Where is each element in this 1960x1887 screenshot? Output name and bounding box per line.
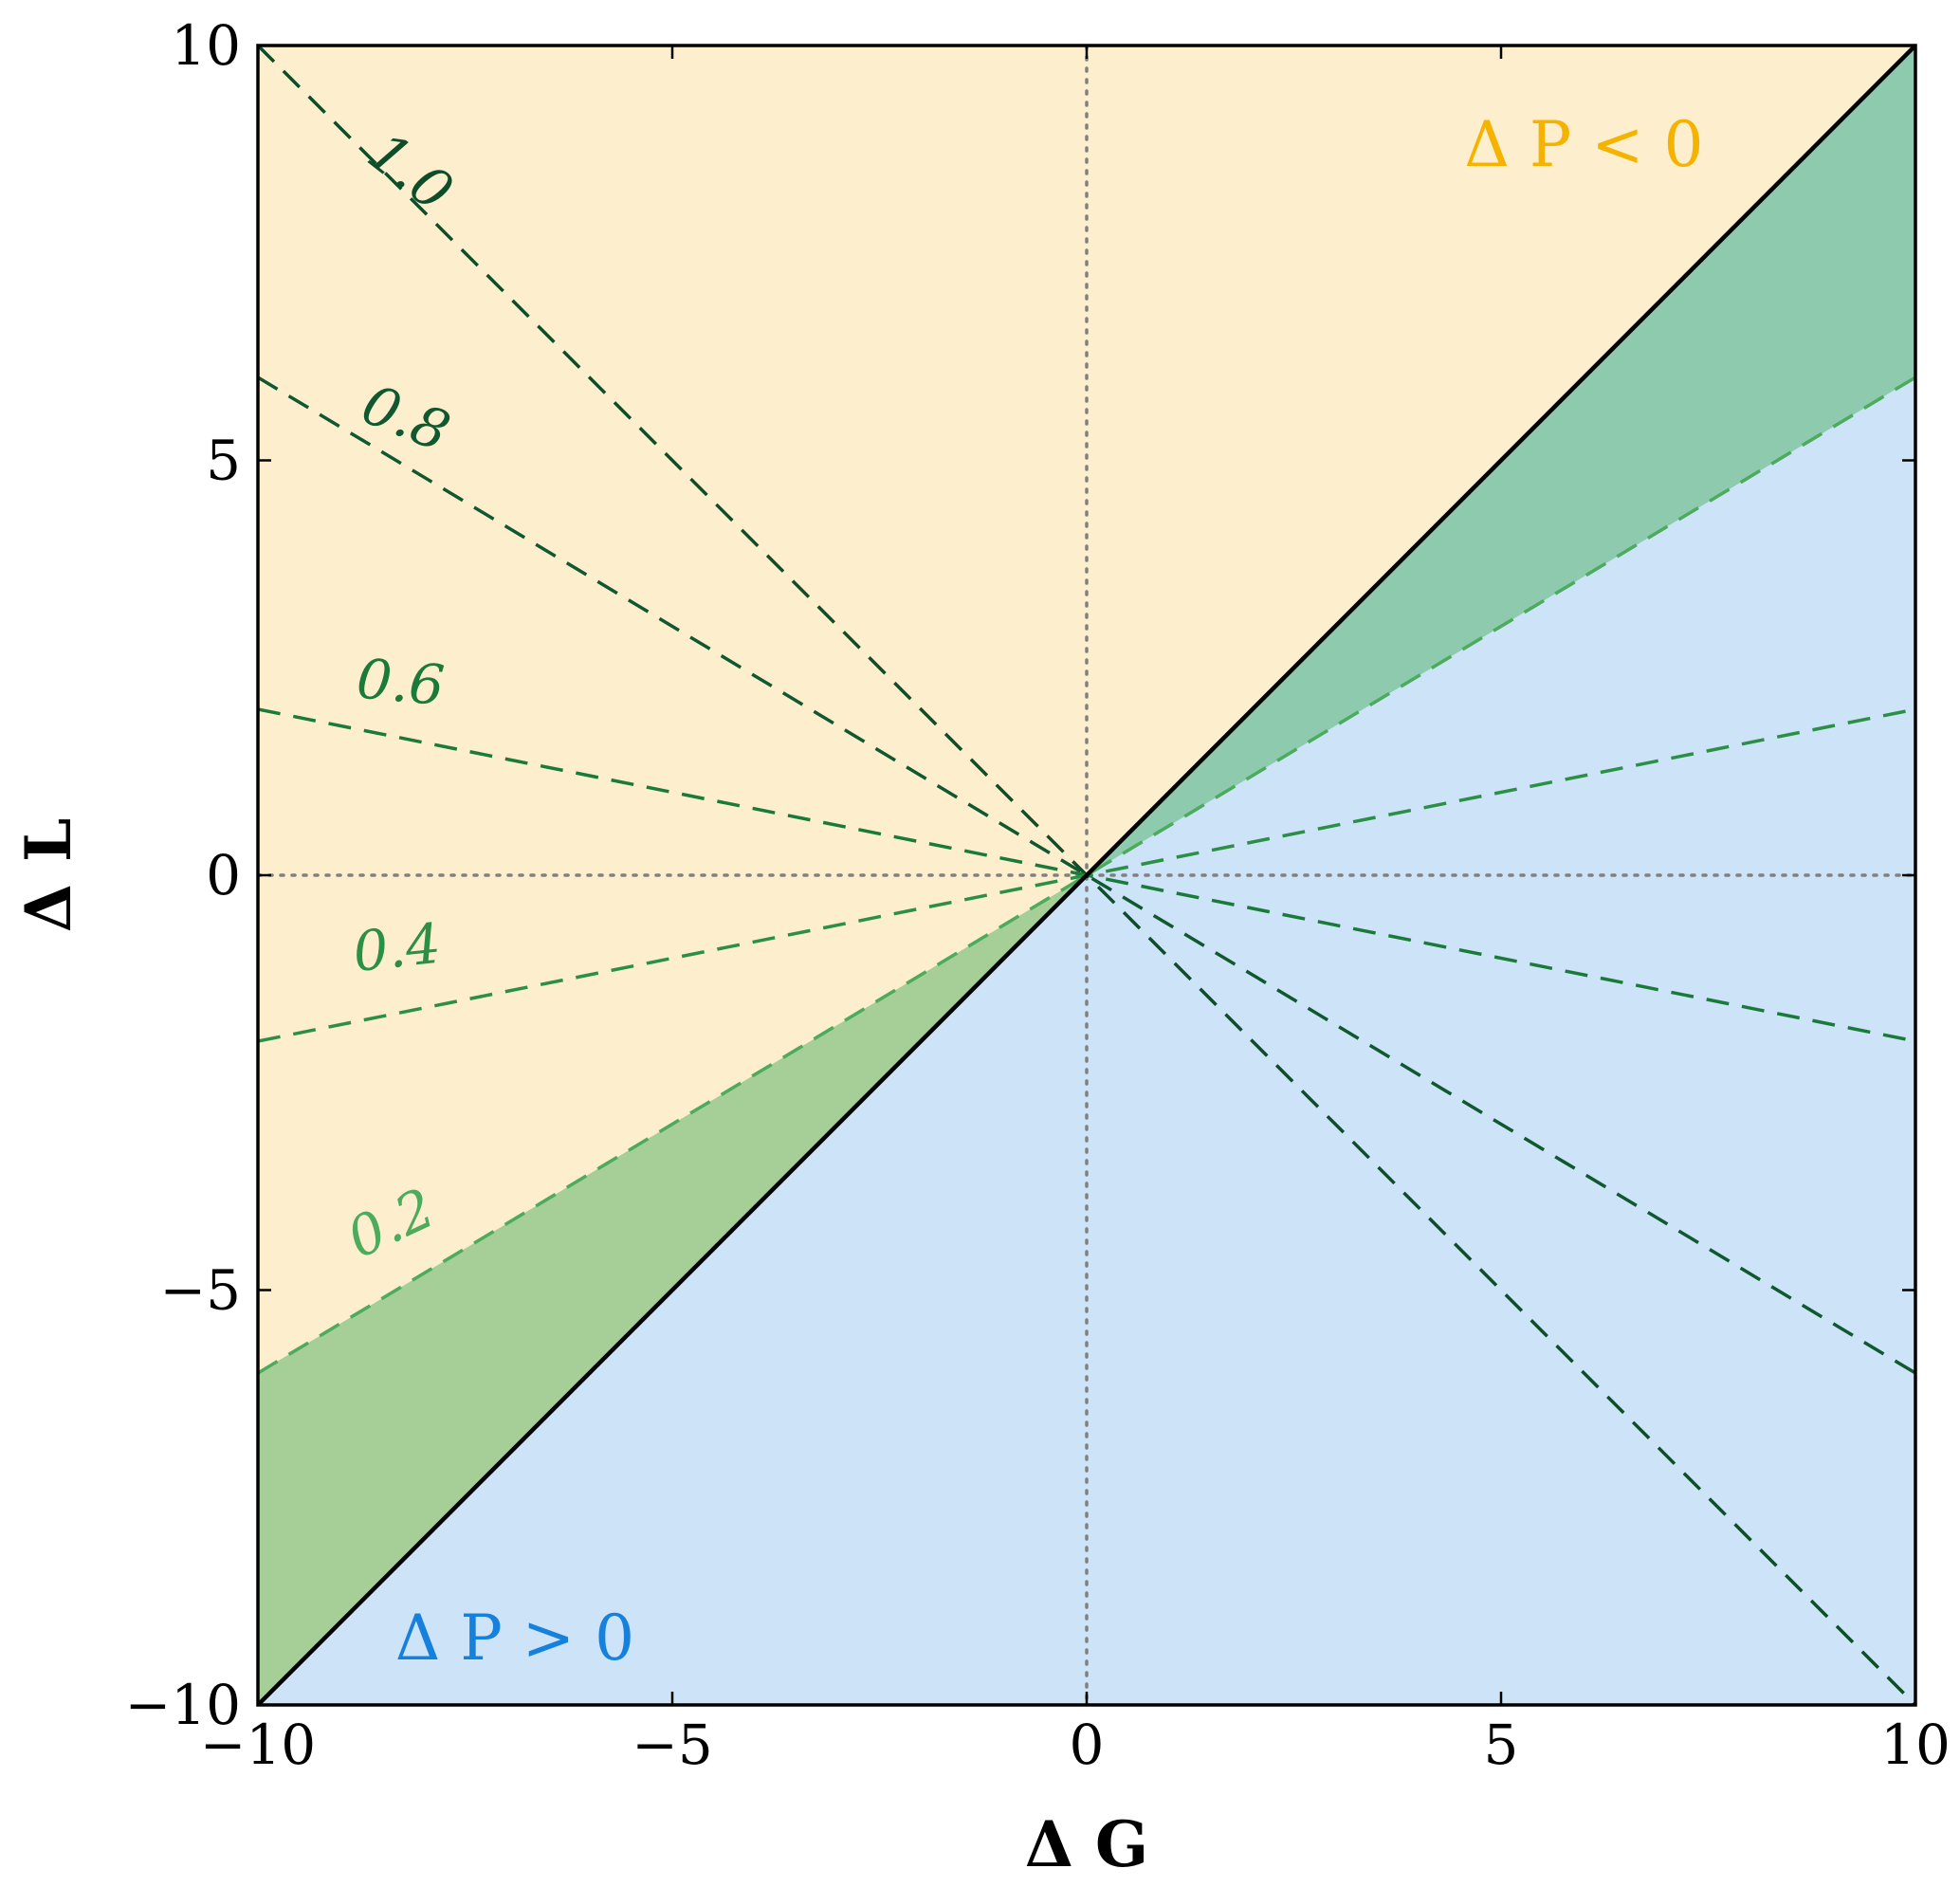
x-axis-label: Δ G — [1025, 1807, 1149, 1881]
y-tick-label: −10 — [125, 1673, 241, 1737]
y-tick-label: −5 — [160, 1258, 242, 1323]
annotation-dp-negative: Δ P < 0 — [1464, 108, 1703, 181]
x-tick-label: 5 — [1484, 1713, 1519, 1777]
y-tick-label: 10 — [171, 13, 241, 78]
boundary-line — [258, 46, 1915, 1705]
x-tick-label: 10 — [1880, 1713, 1951, 1777]
y-tick-label: 5 — [206, 429, 241, 493]
x-tick-label: 0 — [1070, 1713, 1105, 1777]
y-tick-label: 0 — [206, 843, 241, 907]
series-label-0-4: 0.4 — [350, 911, 444, 984]
y-axis-label: Δ L — [11, 818, 85, 933]
series-label-0-6: 0.6 — [354, 646, 447, 718]
x-tick-label: −5 — [632, 1713, 713, 1777]
x-tick-label: −10 — [200, 1713, 316, 1777]
annotation-dp-positive: Δ P > 0 — [395, 1602, 634, 1675]
